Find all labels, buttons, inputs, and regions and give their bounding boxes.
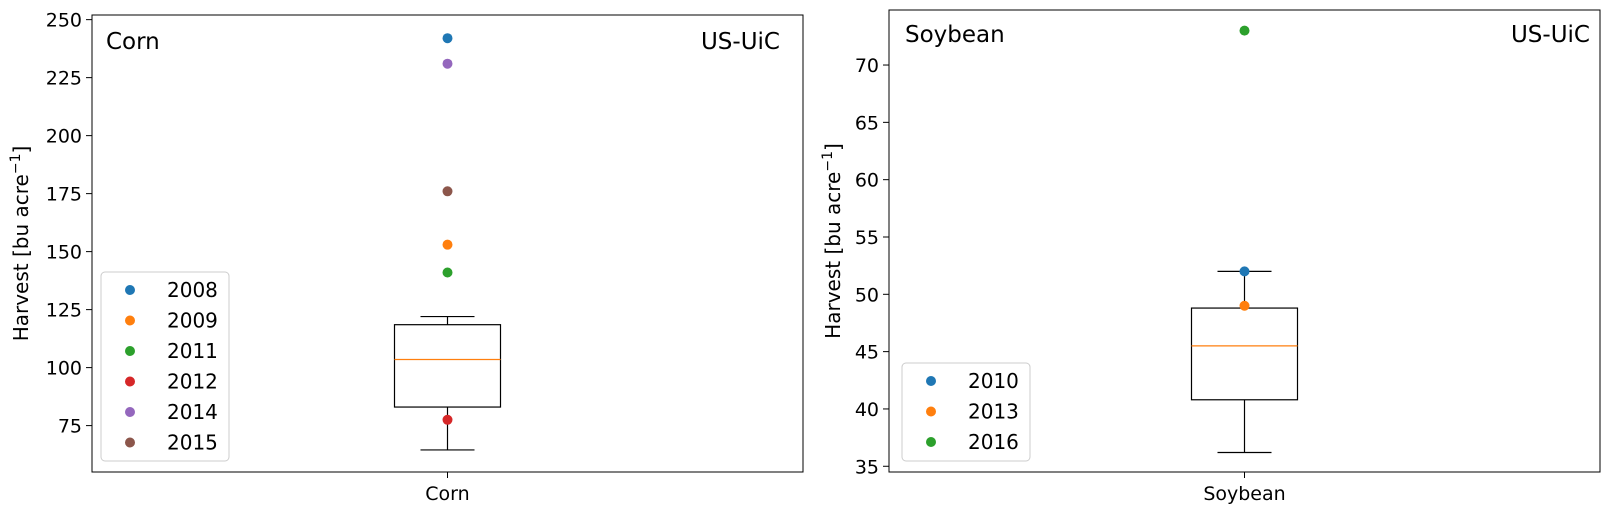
y-tick-label: 175 bbox=[46, 184, 82, 206]
y-tick-label: 45 bbox=[855, 342, 879, 364]
point-2016 bbox=[1239, 25, 1250, 36]
y-tick-label: 55 bbox=[855, 227, 879, 249]
point-2012 bbox=[442, 414, 453, 425]
corner-label-site: US-UiC bbox=[701, 29, 780, 55]
y-tick-label: 150 bbox=[46, 242, 82, 264]
legend-label: 2009 bbox=[167, 309, 218, 333]
y-axis-title-close: ] bbox=[9, 146, 33, 154]
legend-marker-2010 bbox=[926, 376, 936, 386]
corner-label-crop: Soybean bbox=[905, 22, 1005, 48]
corner-label-site: US-UiC bbox=[1511, 22, 1590, 48]
y-tick-label: 60 bbox=[855, 170, 879, 192]
legend-label: 2013 bbox=[968, 400, 1019, 424]
legend-label: 2011 bbox=[167, 339, 218, 363]
corner-label-crop: Corn bbox=[106, 29, 160, 55]
legend-label: 2012 bbox=[167, 370, 218, 394]
y-axis-title-exponent: −1 bbox=[820, 151, 836, 172]
point-2010 bbox=[1239, 266, 1250, 277]
y-tick-label: 125 bbox=[46, 300, 82, 322]
y-axis-title-main: Harvest [bu acre bbox=[9, 174, 33, 341]
legend: 2008 2009 2011 2012 2014 2015 bbox=[100, 271, 230, 462]
y-tick-label: 65 bbox=[855, 112, 879, 134]
legend-frame bbox=[901, 362, 1031, 462]
legend-marker-2014 bbox=[125, 407, 135, 417]
legend-label: 2016 bbox=[968, 430, 1019, 454]
box-iqr bbox=[1190, 307, 1299, 401]
x-tick-label: Soybean bbox=[1203, 483, 1285, 505]
panel-soybean: 35 40 45 50 55 60 65 70 Soybean Harvest [bu acre−… bbox=[820, 9, 1601, 505]
y-tick-label: 100 bbox=[46, 358, 82, 380]
point-2008 bbox=[442, 33, 453, 44]
y-tick-label: 225 bbox=[46, 68, 82, 90]
legend-label: 2008 bbox=[167, 278, 218, 302]
x-tick-label: Corn bbox=[425, 483, 469, 505]
legend-label: 2014 bbox=[167, 400, 218, 424]
y-tick-label: 250 bbox=[46, 10, 82, 32]
point-2015 bbox=[442, 186, 453, 197]
legend-label: 2015 bbox=[167, 431, 218, 455]
legend-marker-2009 bbox=[125, 315, 135, 326]
point-2009 bbox=[442, 239, 453, 250]
y-axis-title-main: Harvest [bu acre bbox=[821, 172, 845, 339]
y-axis-title-exponent: −1 bbox=[8, 154, 24, 175]
point-2013 bbox=[1239, 300, 1250, 311]
legend-marker-2011 bbox=[125, 346, 135, 356]
legend: 2010 2013 2016 bbox=[901, 362, 1031, 462]
y-tick-label: 200 bbox=[46, 126, 82, 148]
y-tick-label: 70 bbox=[855, 55, 879, 77]
legend-marker-2008 bbox=[125, 285, 135, 295]
legend-label: 2010 bbox=[968, 369, 1019, 393]
legend-marker-2013 bbox=[926, 406, 936, 417]
y-axis-title: Harvest [bu acre−1] bbox=[820, 143, 845, 339]
y-tick-label: 50 bbox=[855, 284, 879, 306]
box-iqr bbox=[393, 324, 502, 408]
legend-marker-2016 bbox=[926, 437, 936, 447]
y-axis-title: Harvest [bu acre−1] bbox=[8, 146, 33, 342]
point-2011 bbox=[442, 267, 453, 278]
legend-marker-2015 bbox=[125, 437, 135, 448]
y-tick-label: 40 bbox=[855, 399, 879, 421]
y-tick-label: 75 bbox=[58, 416, 82, 438]
y-tick-label: 35 bbox=[855, 456, 879, 478]
panel-corn: 75 100 125 150 175 200 225 250 Corn Harvest [bu a… bbox=[8, 10, 804, 505]
y-axis-title-close: ] bbox=[821, 143, 845, 151]
legend-marker-2012 bbox=[125, 376, 135, 387]
point-2014 bbox=[442, 58, 453, 69]
